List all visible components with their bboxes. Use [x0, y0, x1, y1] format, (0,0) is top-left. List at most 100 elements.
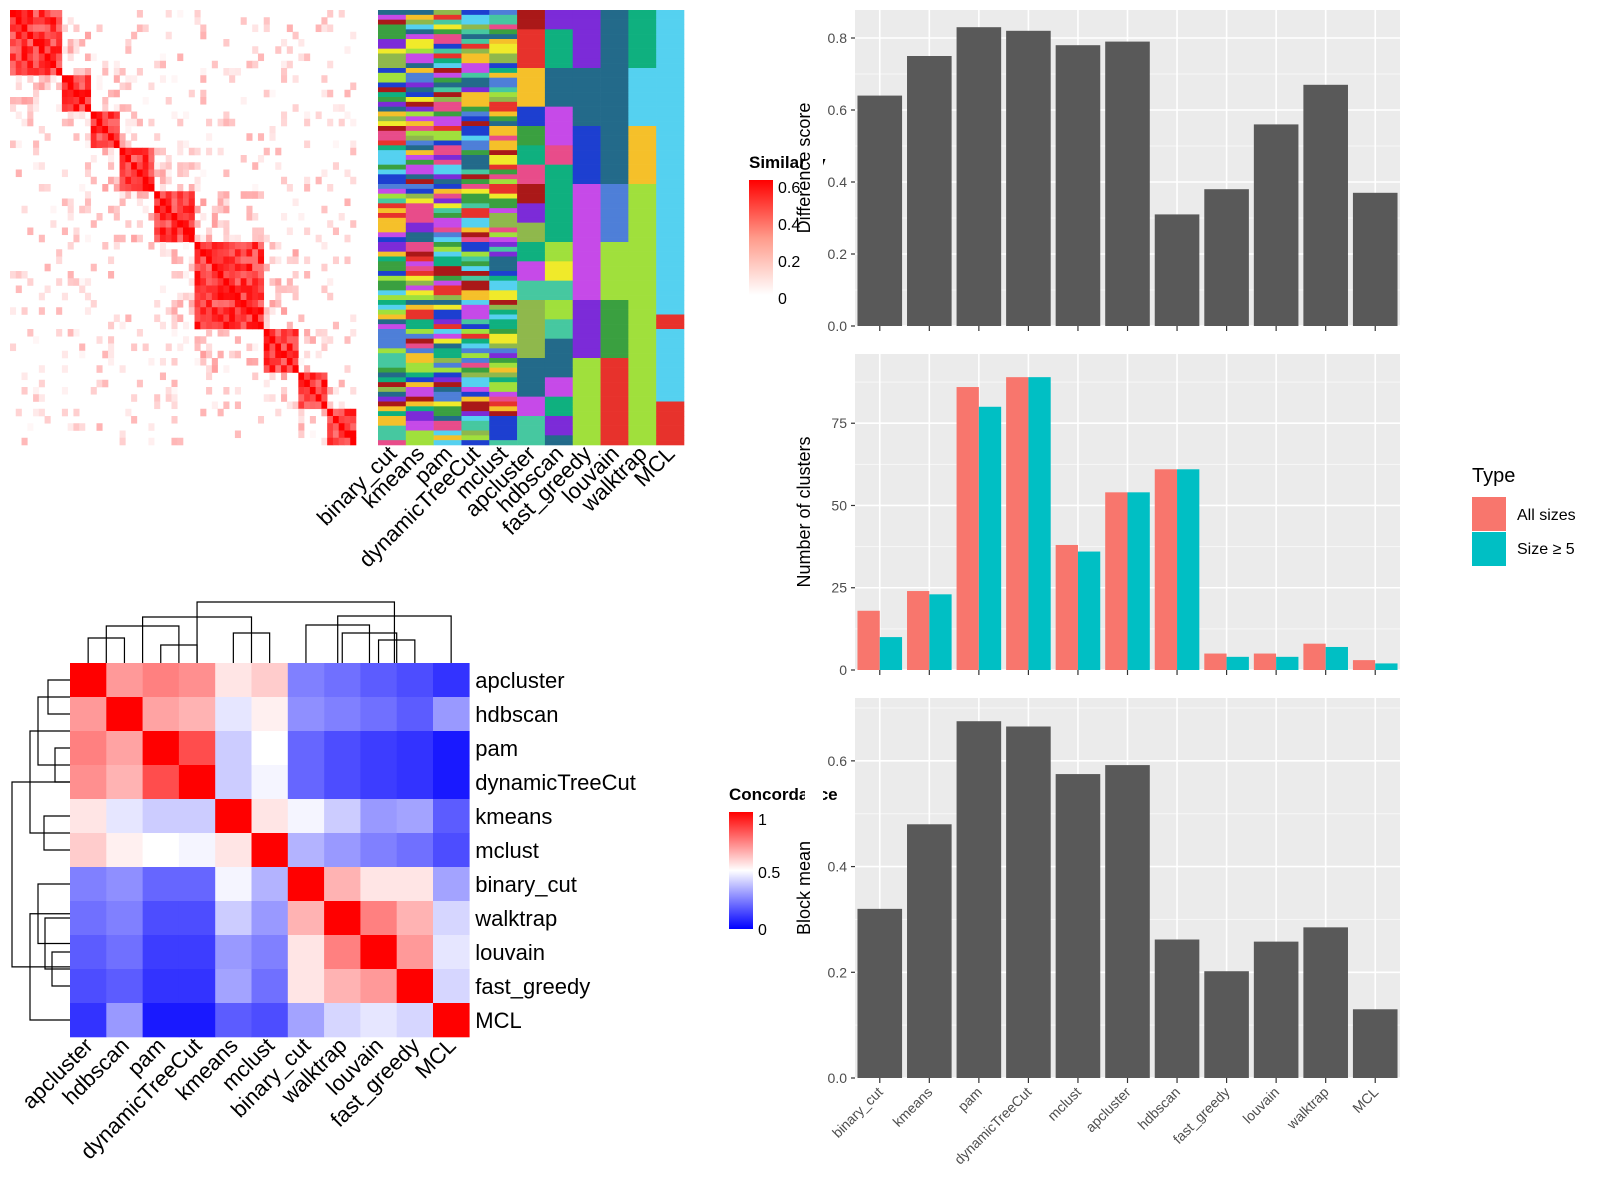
similarity-cell — [257, 249, 265, 257]
annotation-cell — [405, 314, 434, 320]
similarity-cell — [136, 118, 143, 127]
similarity-cell — [298, 401, 305, 410]
type-legend-swatch-size-ge5 — [1472, 532, 1506, 566]
similarity-cell — [154, 133, 161, 141]
similarity-cell — [217, 278, 224, 286]
similarity-cell — [246, 314, 253, 323]
annotation-cell — [572, 367, 601, 373]
similarity-cell — [229, 278, 236, 286]
similarity-cell — [27, 97, 34, 105]
similarity-cell — [50, 205, 57, 214]
similarity-cell — [27, 39, 34, 47]
annotation-cell — [378, 97, 407, 103]
annotation-cell — [405, 106, 434, 112]
similarity-cell — [292, 271, 299, 279]
similarity-cell — [177, 256, 184, 265]
annotation-cell — [378, 319, 407, 325]
annotation-cell — [600, 251, 629, 257]
similarity-cell — [332, 416, 339, 424]
annotation-cell — [628, 184, 657, 190]
similarity-cell — [257, 256, 265, 265]
similarity-cell — [159, 191, 166, 199]
annotation-cell — [572, 387, 601, 393]
annotation-cell — [656, 159, 685, 165]
similarity-cell — [234, 307, 241, 315]
annotation-cell — [517, 39, 546, 45]
annotation-cell — [544, 232, 574, 238]
annotation-cell — [378, 135, 407, 141]
similarity-cell — [113, 118, 120, 127]
annotation-cell — [461, 174, 490, 180]
similarity-cell — [194, 162, 201, 170]
annotation-cell — [433, 420, 462, 426]
annotation-cell — [378, 48, 407, 54]
annotation-cell — [405, 280, 434, 286]
similarity-cell — [165, 10, 172, 18]
annotation-cell — [433, 324, 462, 330]
annotation-cell — [405, 324, 434, 330]
annotation-cell — [656, 251, 685, 257]
annotation-cell — [489, 150, 518, 156]
annotation-cell — [544, 126, 574, 132]
annotation-cell — [433, 411, 462, 417]
similarity-cell — [206, 307, 213, 315]
concordance-cell — [251, 663, 289, 698]
annotation-cell — [600, 126, 629, 132]
concordance-cell — [215, 969, 252, 1004]
annotation-cell — [461, 377, 490, 383]
bar — [857, 95, 903, 326]
similarity-cell — [67, 118, 74, 127]
annotation-cell — [405, 164, 434, 170]
similarity-cell — [119, 321, 126, 330]
similarity-cell — [38, 292, 45, 301]
concordance-cell — [142, 697, 180, 732]
annotation-cell — [600, 406, 629, 412]
annotation-cell — [461, 309, 490, 315]
similarity-cell — [200, 263, 207, 272]
similarity-cell — [38, 365, 45, 373]
annotation-cell — [600, 261, 629, 267]
annotation-cell — [461, 19, 490, 25]
similarity-cell — [275, 358, 282, 366]
annotation-cell — [461, 72, 490, 78]
similarity-cell — [263, 307, 270, 315]
similarity-cell — [240, 292, 247, 301]
annotation-cell — [544, 387, 574, 393]
similarity-cell — [183, 292, 190, 301]
similarity-cell — [15, 82, 22, 91]
similarity-cell — [96, 118, 103, 127]
similarity-cell — [315, 379, 322, 388]
annotation-cell — [461, 227, 490, 233]
annotation-cell — [628, 155, 657, 161]
similarity-cell — [142, 97, 149, 105]
similarity-cell — [171, 213, 178, 221]
y-tick-label: 0.6 — [828, 102, 848, 118]
similarity-cell — [309, 401, 316, 410]
similarity-cell — [177, 10, 184, 18]
annotation-cell — [489, 430, 518, 436]
similarity-cell — [304, 336, 311, 344]
similarity-cell — [304, 379, 311, 388]
similarity-cell — [338, 213, 345, 221]
annotation-cell — [517, 179, 546, 185]
similarity-cell — [33, 24, 40, 33]
similarity-cell — [229, 300, 236, 308]
similarity-cell — [79, 82, 86, 91]
similarity-cell — [194, 176, 201, 185]
annotation-cell — [544, 159, 574, 165]
similarity-cell — [275, 242, 282, 250]
concordance-row-label: dynamicTreeCut — [475, 770, 636, 795]
annotation-cell — [433, 53, 462, 59]
similarity-cell — [211, 365, 218, 373]
similarity-cell — [188, 147, 195, 156]
similarity-cell — [154, 401, 161, 410]
annotation-cell — [461, 285, 490, 291]
annotation-cell — [489, 329, 518, 335]
similarity-cell — [73, 39, 80, 47]
similarity-cell — [165, 387, 172, 395]
annotation-cell — [628, 135, 657, 141]
annotation-cell — [433, 198, 462, 204]
annotation-cell — [656, 425, 685, 431]
annotation-cell — [489, 435, 518, 441]
similarity-cell — [33, 394, 40, 402]
